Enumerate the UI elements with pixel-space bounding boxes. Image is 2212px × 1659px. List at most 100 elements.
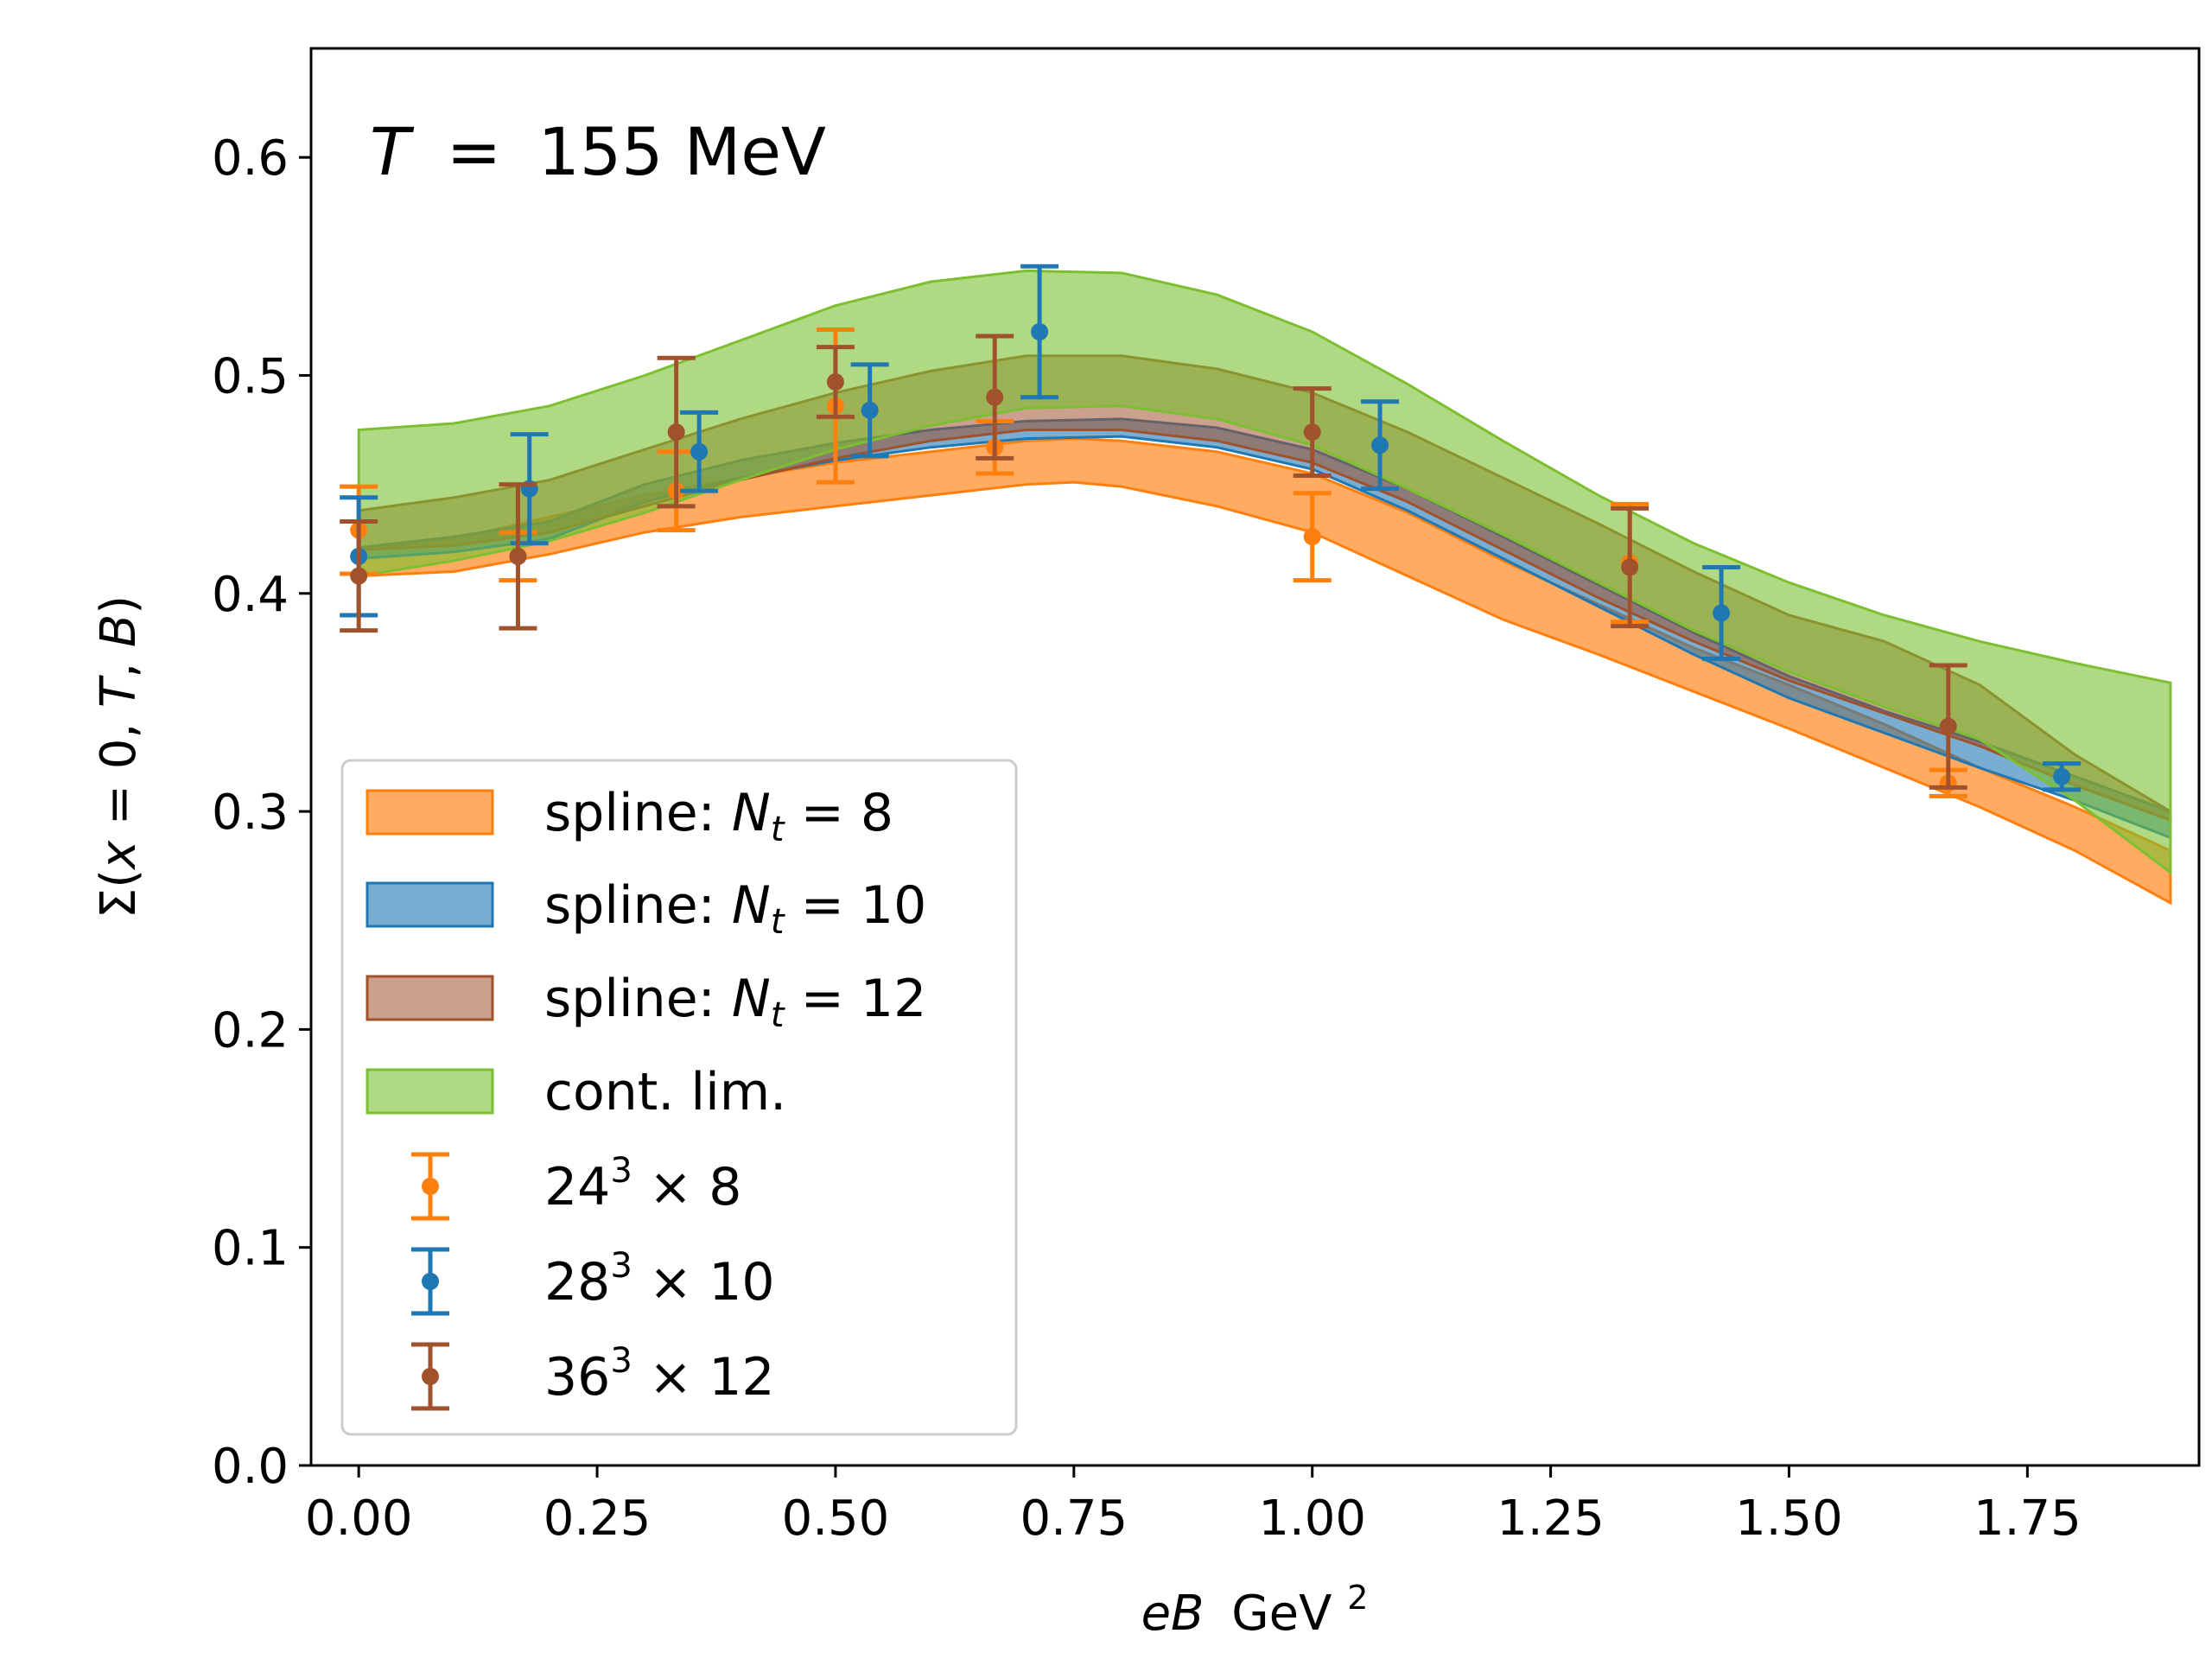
x-tick-label: 0.25 — [543, 1491, 652, 1547]
data-point — [1713, 604, 1731, 622]
x-tick-label: 0.75 — [1020, 1491, 1128, 1547]
y-tick-label: 0.6 — [212, 130, 289, 187]
y-axis-label-b: B — [91, 614, 147, 647]
errorbar-s1-p7 — [2043, 761, 2082, 792]
legend-nt12-eq: = 12 — [785, 969, 927, 1029]
y-tick-label: 0.4 — [212, 567, 289, 623]
data-point — [509, 547, 527, 565]
x-axis-label-unit: GeV — [1231, 1586, 1332, 1642]
x-tick-label: 0.00 — [305, 1491, 413, 1547]
annotation-var: T — [370, 113, 415, 190]
temperature-annotation: T = 155 MeV — [370, 113, 826, 190]
errorbar-s2-p4 — [976, 334, 1014, 461]
errorbar-s2-p1 — [499, 482, 537, 631]
y-tick-label: 0.0 — [212, 1439, 289, 1495]
legend-marker-24x8-dot — [422, 1178, 439, 1195]
legend-label-cont: cont. lim. — [544, 1062, 786, 1122]
y-axis-label-x: x — [91, 840, 147, 871]
legend-swatch-nt8 — [365, 789, 494, 836]
legend-24x8-sup: 3 — [610, 1151, 632, 1191]
legend-24x8-rest: × 8 — [632, 1157, 742, 1217]
x-axis-label-sup: 2 — [1347, 1579, 1368, 1617]
data-point — [2053, 767, 2071, 785]
data-point — [1371, 436, 1389, 454]
legend-nt10-text: spline: — [544, 875, 732, 936]
legend-swatch-nt12 — [365, 975, 494, 1021]
plot-frame — [309, 47, 2201, 1467]
legend-label-nt8: spline: Nt = 8 — [544, 783, 893, 849]
x-tick-label: 0.50 — [782, 1491, 890, 1547]
legend-marker-28x10 — [411, 1247, 449, 1316]
legend-28x10-sup: 3 — [610, 1246, 632, 1286]
data-point — [986, 388, 1004, 406]
legend-28x10-rest: × 10 — [632, 1252, 775, 1313]
y-tick-label: 0.3 — [212, 785, 289, 841]
data-point — [690, 442, 709, 461]
errorbar-s2-p0 — [340, 519, 378, 633]
legend-nt8-sub: t — [771, 810, 785, 849]
annotation-eq: = — [447, 113, 502, 190]
y-axis-label-t: T — [91, 675, 147, 708]
y-axis-label-sigma: Σ( — [91, 869, 147, 918]
errorbar-s1-p4 — [1020, 264, 1059, 400]
data-point — [350, 567, 368, 585]
legend-36x12-base: 36 — [544, 1347, 610, 1408]
legend-swatch-cont — [365, 1068, 494, 1115]
errorbars-layer — [340, 264, 2082, 798]
errorbar-s2-p6 — [1611, 505, 1649, 629]
legend-nt8-var: N — [732, 783, 771, 843]
y-tick-label: 0.1 — [212, 1221, 289, 1277]
legend-marker-28x10-dot — [422, 1273, 439, 1290]
legend-28x10-base: 28 — [544, 1252, 610, 1313]
data-point — [1031, 323, 1049, 340]
legend-nt12-sub: t — [771, 995, 785, 1035]
legend-nt10-sub: t — [771, 902, 785, 942]
errorbar-s2-p5 — [1293, 386, 1332, 479]
errorbar-s1-p6 — [1702, 564, 1741, 661]
legend-nt10-eq: = 10 — [785, 875, 927, 936]
band-0 — [357, 437, 2172, 906]
data-point — [667, 423, 685, 442]
legend-nt12-text: spline: — [544, 969, 732, 1029]
legend-marker-24x8 — [411, 1152, 449, 1221]
legend-label-nt10: spline: Nt = 10 — [544, 875, 926, 942]
data-point — [1303, 423, 1321, 442]
x-tick-label: 1.00 — [1258, 1491, 1366, 1547]
legend-36x12-rest: × 12 — [632, 1347, 775, 1408]
y-tick-label: 0.5 — [212, 348, 289, 404]
band-3 — [357, 269, 2172, 875]
legend-frame — [340, 759, 1018, 1436]
y-axis-label: Σ(x = 0, T, B) — [91, 595, 147, 918]
legend-marker-36x12-dot — [422, 1368, 439, 1385]
errorbar-s2-p7 — [1929, 663, 1967, 790]
legend-36x12-sup: 3 — [610, 1341, 632, 1381]
legend-swatch-nt10 — [365, 881, 494, 928]
legend-label-24x8: 243 × 8 — [544, 1151, 741, 1217]
legend-24x8-base: 24 — [544, 1157, 610, 1217]
data-point — [1939, 717, 1957, 735]
x-axis-label-var: eB — [1141, 1586, 1205, 1642]
legend-label-28x10: 283 × 10 — [544, 1246, 775, 1313]
legend-nt8-eq: = 8 — [785, 783, 894, 843]
x-tick-label: 1.50 — [1735, 1491, 1843, 1547]
legend-nt10-var: N — [732, 875, 771, 936]
errorbar-s2-p3 — [816, 345, 855, 419]
data-point — [1621, 558, 1639, 576]
data-point — [826, 373, 844, 391]
x-ticks: 0.00 0.25 0.50 0.75 1.00 1.25 1.50 1.75 — [305, 1465, 2082, 1547]
x-tick-label: 1.75 — [1974, 1491, 2082, 1547]
x-axis-label: eB GeV 2 — [1141, 1579, 1369, 1642]
errorbar-s2-p2 — [657, 355, 696, 509]
y-axis-label-eq: = 0, — [91, 708, 147, 841]
legend-marker-36x12 — [411, 1342, 449, 1411]
data-point — [1303, 528, 1321, 546]
errorbar-s1-p2 — [680, 410, 719, 493]
y-axis-label-close: ) — [91, 595, 147, 614]
data-point — [861, 401, 879, 419]
legend-label-36x12: 363 × 12 — [544, 1341, 775, 1408]
errorbar-s1-p3 — [850, 362, 889, 459]
y-axis-label-comma: , — [91, 647, 147, 678]
y-tick-label: 0.2 — [212, 1002, 289, 1058]
